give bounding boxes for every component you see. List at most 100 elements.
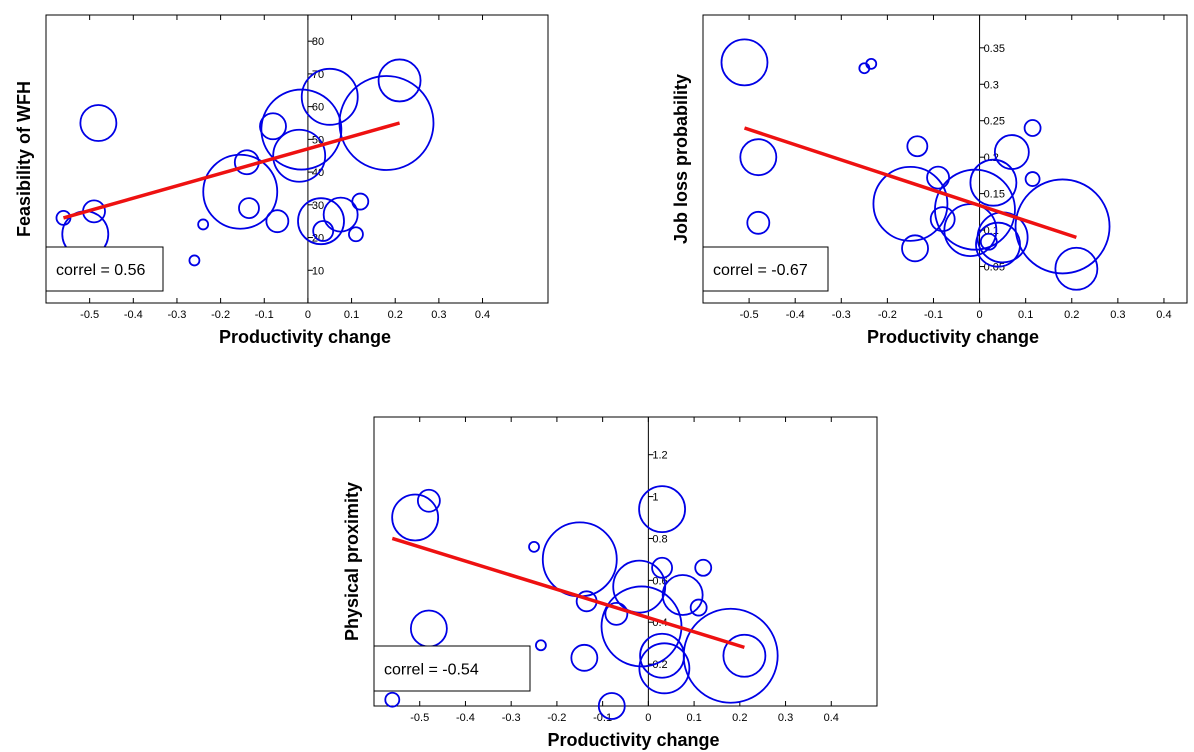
y-tick-label: 0.8 bbox=[652, 533, 667, 545]
bubble-point bbox=[188, 254, 201, 267]
bubble-point bbox=[993, 134, 1030, 170]
bubble-point bbox=[661, 574, 704, 616]
bubble-point bbox=[312, 220, 335, 242]
bubble-point bbox=[865, 57, 878, 70]
bubble-point bbox=[651, 556, 673, 579]
x-tick-label: -0.2 bbox=[547, 712, 566, 724]
x-tick-label: 0 bbox=[305, 309, 311, 321]
bubble-point bbox=[901, 234, 929, 263]
x-tick-label: 0.3 bbox=[778, 712, 793, 724]
bubble-point bbox=[597, 692, 626, 720]
x-tick-label: -0.4 bbox=[456, 712, 475, 724]
bubble-point bbox=[416, 488, 441, 513]
bubble-point bbox=[872, 165, 949, 242]
fit-line bbox=[62, 121, 401, 220]
x-tick-label: 0.2 bbox=[732, 712, 747, 724]
x-tick-label: -0.5 bbox=[80, 309, 99, 321]
x-tick-label: -0.2 bbox=[211, 309, 230, 321]
x-tick-label: 0 bbox=[977, 309, 983, 321]
x-tick-label: -0.4 bbox=[786, 309, 805, 321]
bubble-point bbox=[260, 88, 343, 171]
y-tick-label: 0.15 bbox=[984, 189, 1005, 201]
plot-frame bbox=[702, 14, 1188, 304]
bubble-point bbox=[720, 38, 769, 87]
bubble-point bbox=[739, 138, 778, 177]
bubble-point bbox=[528, 540, 540, 553]
plot-frame bbox=[45, 14, 549, 304]
x-axis-label: Productivity change bbox=[867, 327, 1039, 347]
y-tick-label: 0.25 bbox=[984, 116, 1005, 128]
bubble-point bbox=[259, 112, 287, 141]
x-tick-label: 0.1 bbox=[1018, 309, 1033, 321]
bubble-point bbox=[638, 642, 691, 695]
bubble-point bbox=[1023, 119, 1042, 137]
chart-2: -0.5 -0.4 -0.3 -0.2 -0.1 0 0.1 0.2 0.3 0.40.050.1… bbox=[671, 14, 1188, 347]
x-tick-label: 0.2 bbox=[1064, 309, 1079, 321]
x-tick-label: -0.3 bbox=[502, 712, 521, 724]
bubble-point bbox=[265, 209, 290, 234]
bubble-point bbox=[535, 639, 547, 652]
annotation-box bbox=[702, 246, 829, 292]
bubble-point bbox=[969, 158, 1018, 207]
y-axis-label: Physical proximity bbox=[342, 482, 362, 641]
bubble-point bbox=[300, 67, 359, 126]
x-tick-label: -0.3 bbox=[167, 309, 186, 321]
bubble-point bbox=[1054, 246, 1099, 291]
fit-line bbox=[743, 126, 1077, 240]
x-tick-label: -0.5 bbox=[740, 309, 759, 321]
x-tick-label: 0.4 bbox=[475, 309, 490, 321]
bubble-point bbox=[1014, 178, 1111, 275]
x-tick-label: -0.3 bbox=[832, 309, 851, 321]
x-tick-label: 0.1 bbox=[344, 309, 359, 321]
bubble-point bbox=[202, 153, 279, 230]
y-axis-label: Job loss probability bbox=[671, 74, 691, 244]
annotation-box bbox=[373, 645, 531, 692]
x-tick-label: -0.5 bbox=[410, 712, 429, 724]
x-tick-label: 0.3 bbox=[1110, 309, 1125, 321]
x-tick-label: 0.2 bbox=[388, 309, 403, 321]
x-tick-label: 0.4 bbox=[824, 712, 839, 724]
x-tick-label: 0.4 bbox=[1156, 309, 1171, 321]
bubble-point bbox=[197, 218, 210, 231]
bubble-point bbox=[1024, 171, 1041, 187]
x-axis-label: Productivity change bbox=[219, 327, 391, 347]
bubble-point bbox=[351, 192, 370, 211]
y-tick-label: 10 bbox=[312, 265, 324, 277]
correlation-annotation: correl = -0.54 bbox=[384, 662, 479, 679]
x-tick-label: 0 bbox=[645, 712, 651, 724]
y-axis-label: Feasibility of WFH bbox=[14, 81, 34, 237]
correlation-annotation: correl = 0.56 bbox=[56, 262, 145, 279]
bubble-point bbox=[689, 598, 708, 617]
x-tick-label: -0.4 bbox=[124, 309, 143, 321]
x-tick-label: -0.1 bbox=[593, 712, 612, 724]
bubble-point bbox=[638, 485, 686, 534]
bubble-point bbox=[722, 633, 767, 678]
y-tick-label: 0.35 bbox=[984, 43, 1005, 55]
fit-line bbox=[391, 536, 745, 650]
bubble-point bbox=[694, 558, 713, 577]
x-tick-label: 0.1 bbox=[686, 712, 701, 724]
x-tick-label: -0.1 bbox=[255, 309, 274, 321]
bubble-point bbox=[409, 609, 448, 648]
bubble-point bbox=[79, 104, 118, 142]
bubble-point bbox=[929, 206, 956, 233]
annotation-box bbox=[45, 246, 164, 292]
chart-3: -0.5 -0.4 -0.3 -0.2 -0.1 0 0.1 0.2 0.3 0.40.20.40… bbox=[342, 416, 878, 750]
bubble-point bbox=[384, 691, 401, 708]
x-tick-label: -0.1 bbox=[924, 309, 943, 321]
chart-1: -0.5 -0.4 -0.3 -0.2 -0.1 0 0.1 0.2 0.3 0.41020304… bbox=[14, 14, 549, 347]
y-tick-label: 0.3 bbox=[984, 79, 999, 91]
bubble-point bbox=[541, 521, 618, 598]
bubble-point bbox=[570, 643, 599, 672]
bubble-point bbox=[391, 493, 440, 542]
bubble-point bbox=[348, 226, 364, 243]
bubble-point bbox=[238, 197, 260, 219]
bubble-point bbox=[604, 601, 629, 626]
y-tick-label: 80 bbox=[312, 36, 324, 48]
bubble-point bbox=[600, 585, 683, 668]
bubble-point bbox=[338, 75, 435, 171]
x-axis-label: Productivity change bbox=[547, 730, 719, 750]
y-tick-label: 30 bbox=[312, 200, 324, 212]
x-tick-label: 0.3 bbox=[431, 309, 446, 321]
